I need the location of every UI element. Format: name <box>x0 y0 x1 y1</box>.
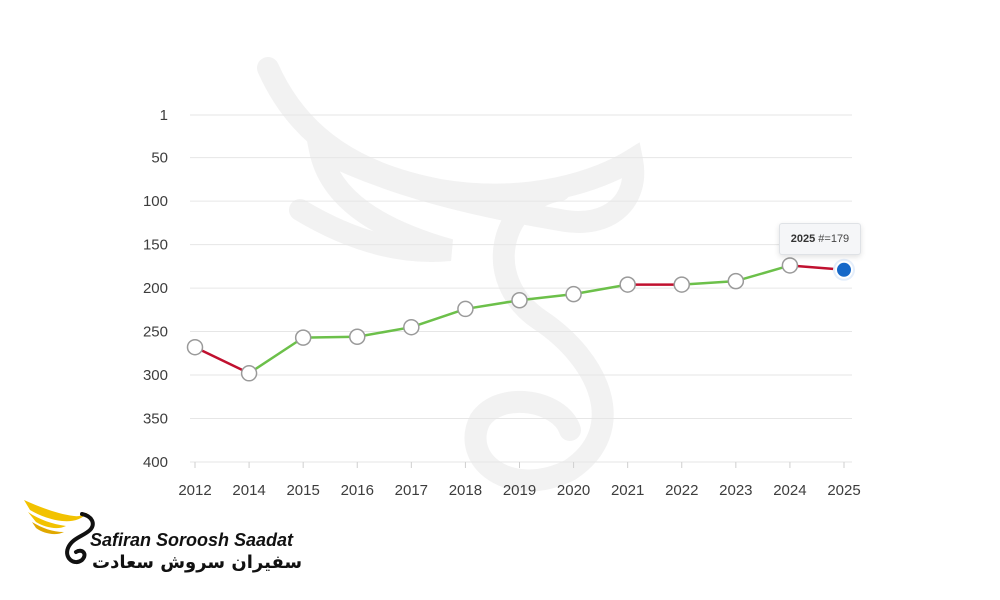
data-point <box>619 276 636 293</box>
x-tick-label: 2021 <box>611 482 644 499</box>
brand-logo: Safiran Soroosh Saadat سفیران سروش سعادت <box>22 494 302 584</box>
data-point <box>294 329 312 346</box>
grid-lines <box>190 114 852 468</box>
line-segment <box>680 279 738 286</box>
x-tick-label: 2022 <box>665 482 698 499</box>
data-point <box>565 285 582 303</box>
y-tick-label: 300 <box>143 367 168 384</box>
y-tick-label: 250 <box>143 324 168 341</box>
y-tick-label: 200 <box>143 280 168 297</box>
line-segment <box>247 336 305 375</box>
line-segment <box>356 325 413 339</box>
tooltip: 2025 #=179 <box>779 223 861 255</box>
x-tick-label: 2012 <box>178 482 211 499</box>
x-tick-label: 2025 <box>827 482 860 499</box>
x-tick-label: 2014 <box>232 482 265 499</box>
data-points[interactable] <box>186 257 856 382</box>
x-tick-label: 2017 <box>395 482 428 499</box>
x-tick-label: 2019 <box>503 482 536 499</box>
line-segment <box>572 283 629 296</box>
wing-logo-icon <box>24 500 95 565</box>
y-tick-label: 400 <box>143 454 168 471</box>
data-point <box>727 272 745 290</box>
x-tick-label: 2020 <box>557 482 590 499</box>
data-point <box>457 300 474 318</box>
line-segment <box>464 298 521 311</box>
data-point <box>349 328 366 346</box>
y-tick-label: 100 <box>143 193 168 210</box>
y-tick-label: 50 <box>151 150 168 167</box>
y-tick-label: 350 <box>143 411 168 428</box>
x-tick-label: 2015 <box>286 482 319 499</box>
data-point <box>673 276 690 293</box>
data-point <box>781 257 799 274</box>
line-segment <box>193 345 251 375</box>
line-segment <box>301 335 359 339</box>
data-point <box>511 291 528 309</box>
brand-name-fa: سفیران سروش سعادت <box>92 552 303 573</box>
data-point <box>403 318 420 336</box>
data-point <box>186 338 204 356</box>
data-point <box>240 365 258 382</box>
rank-line-segments <box>193 264 846 375</box>
x-tick-label: 2016 <box>341 482 374 499</box>
line-segment <box>410 307 467 329</box>
line-segment <box>734 264 792 283</box>
brand-name-en: Safiran Soroosh Saadat <box>90 530 294 550</box>
x-tick-label: 2018 <box>449 482 482 499</box>
y-tick-label: 1 <box>160 107 168 124</box>
x-tick-label: 2024 <box>773 482 806 499</box>
x-tick-label: 2023 <box>719 482 752 499</box>
highlighted-point <box>835 260 853 279</box>
line-segment <box>518 292 575 302</box>
y-tick-label: 150 <box>143 237 168 254</box>
tooltip-rank: #=179 <box>818 233 850 245</box>
tooltip-year: 2025 <box>790 233 816 245</box>
x-tick-labels: 2012 2014 2015 2016 2017 2018 2019 2020 2021 2022… <box>178 482 860 499</box>
